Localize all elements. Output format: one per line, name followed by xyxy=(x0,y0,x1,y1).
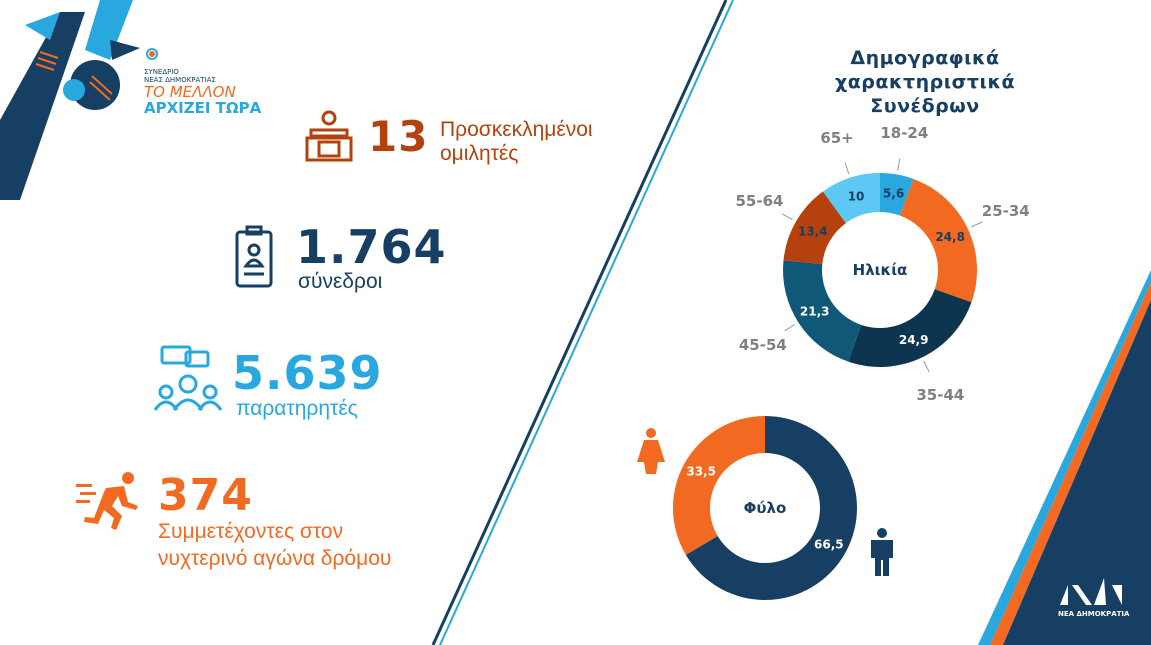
female-icon xyxy=(636,428,666,478)
data-label: 24,8 xyxy=(935,230,965,244)
data-label: 10 xyxy=(848,189,865,203)
category-label: 65+ xyxy=(820,129,853,147)
stripe-blue xyxy=(978,270,1151,645)
speakers-count: 13 xyxy=(368,112,429,161)
delegate-badge-icon xyxy=(234,224,274,292)
speakers-label-line1: Προσκεκλημένοι xyxy=(440,118,593,141)
donut-slice-25-34 xyxy=(899,178,977,303)
runner-icon xyxy=(76,470,146,536)
donut-slice-65+ xyxy=(822,173,880,224)
logo-slogan2: ΑΡΧΙΖΕΙ ΤΩΡΑ xyxy=(144,99,262,117)
data-label: 66,5 xyxy=(814,537,844,551)
data-label: 21,3 xyxy=(800,305,830,319)
speakers-icon xyxy=(303,108,355,167)
category-label: 45-54 xyxy=(739,336,787,354)
logo-text: ΣΥΝΕΔΡΙΟ ΝΕΑΣ ΔΗΜΟΚΡΑΤΙΑΣ ΤΟ ΜΕΛΛΟΝ ΑΡΧΙ… xyxy=(144,68,261,116)
data-label: 33,5 xyxy=(686,465,716,479)
delegates-label: σύνεδροι xyxy=(298,270,383,293)
donut-slice-35-44 xyxy=(848,289,972,367)
data-label: 5,6 xyxy=(883,187,904,201)
donut-slice-Γυναίκες xyxy=(672,416,765,555)
title-line1: Δημογραφικά xyxy=(850,47,1000,69)
category-label: 25-34 xyxy=(982,202,1030,220)
donut-slice-Άνδρες xyxy=(685,416,857,600)
logo-15-mark xyxy=(0,0,158,200)
speakers-label-line2: ομιλητές xyxy=(440,142,519,165)
navy-corner xyxy=(1003,300,1151,645)
donut-center-title: Φύλο xyxy=(744,499,787,517)
leader-line xyxy=(923,360,930,373)
data-label: 13,4 xyxy=(798,224,828,238)
donut-slice-55-64 xyxy=(783,191,846,265)
audience-icon xyxy=(152,344,224,418)
title-line3: Συνέδρων xyxy=(870,95,980,117)
leader-line xyxy=(781,213,793,221)
category-label: 35-44 xyxy=(916,386,964,404)
runners-count: 374 xyxy=(158,470,253,521)
leader-line xyxy=(971,221,983,228)
divider-line xyxy=(431,0,728,645)
leader-line xyxy=(897,158,901,171)
logo-line1: ΣΥΝΕΔΡΙΟ xyxy=(144,68,179,76)
stripe-orange xyxy=(990,282,1151,645)
demographics-title: Δημογραφικά χαρακτηριστικά Συνέδρων xyxy=(795,46,1055,118)
nd-logo xyxy=(1060,578,1122,605)
logo-slogan1: ΤΟ ΜΕΛΛΟΝ xyxy=(144,83,236,101)
divider-line xyxy=(439,0,734,645)
leader-line xyxy=(784,323,796,332)
male-icon xyxy=(868,528,896,580)
runners-label-line2: νυχτερινό αγώνα δρόμου xyxy=(158,547,392,570)
data-label: 24,9 xyxy=(899,333,929,347)
observers-label: παρατηρητές xyxy=(236,397,358,420)
observers-count: 5.639 xyxy=(232,346,383,400)
category-label: 18-24 xyxy=(880,124,928,142)
category-label: 55-64 xyxy=(735,192,783,210)
runners-label-line1: Συμμετέχοντες στον xyxy=(158,520,344,543)
title-line2: χαρακτηριστικά xyxy=(835,71,1015,93)
speakers-label: Προσκεκλημένοι ομιλητές xyxy=(440,118,593,166)
delegates-count: 1.764 xyxy=(296,220,447,274)
logo-line2: ΝΕΑΣ ΔΗΜΟΚΡΑΤΙΑΣ xyxy=(144,76,216,84)
donut-center-title: Ηλικία xyxy=(853,261,908,279)
runners-label: Συμμετέχοντες στον νυχτερινό αγώνα δρόμο… xyxy=(158,518,391,572)
nd-logo-text: ΝΕΑ ΔΗΜΟΚΡΑΤΙΑ xyxy=(1058,610,1130,618)
donut-slice-45-54 xyxy=(783,260,862,362)
leader-line xyxy=(844,162,850,175)
donut-slice-18-24 xyxy=(880,173,914,216)
